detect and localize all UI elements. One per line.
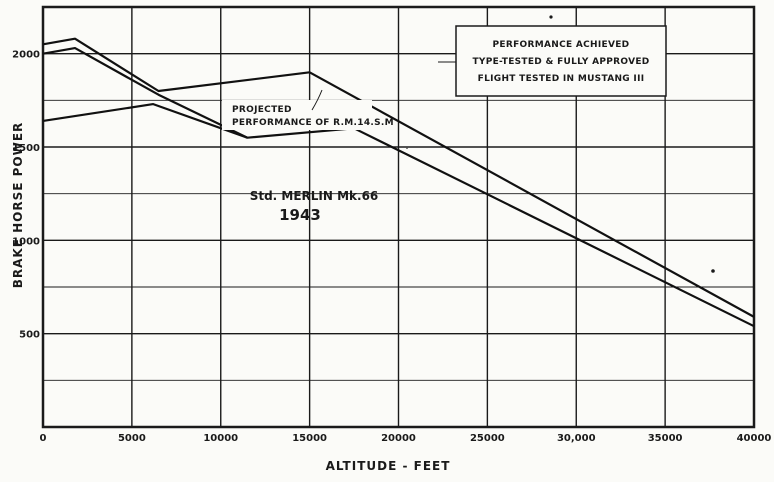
y-tick-label: 1000 bbox=[12, 236, 40, 247]
x-axis-title: ALTITUDE - FEET bbox=[326, 459, 451, 473]
legend-box-frame bbox=[455, 25, 667, 97]
merlin-annotation: Std. MERLIN Mk.66 1943 bbox=[250, 189, 379, 224]
x-tick-label: 5000 bbox=[118, 433, 146, 444]
x-tick-label: 30,000 bbox=[557, 433, 596, 444]
series-line-3 bbox=[42, 103, 248, 139]
ink-speck bbox=[549, 15, 553, 19]
x-tick-label: 15000 bbox=[292, 433, 327, 444]
tick-layer: 0 5000 10000 15000 20000 25000 30,000 35000 4000… bbox=[12, 50, 771, 444]
legend-box: PERFORMANCE ACHIEVED TYPE-TESTED & FULLY… bbox=[438, 25, 667, 97]
x-tick-label: 10000 bbox=[203, 433, 238, 444]
y-tick-label: 500 bbox=[19, 330, 40, 341]
projected-annotation: PROJECTED PERFORMANCE OF R.M.14.S.M bbox=[222, 89, 394, 130]
y-tick-label: 2000 bbox=[12, 50, 40, 61]
series-layer bbox=[42, 37, 755, 328]
series-line-2 bbox=[42, 47, 755, 328]
legend-box-line-1: PERFORMANCE ACHIEVED bbox=[493, 40, 630, 50]
x-tick-label: 35000 bbox=[648, 433, 683, 444]
x-tick-label: 40000 bbox=[737, 433, 772, 444]
merlin-label-line-1: Std. MERLIN Mk.66 bbox=[250, 189, 379, 203]
projected-label-line-1: PROJECTED bbox=[232, 105, 292, 115]
x-tick-label: 25000 bbox=[470, 433, 505, 444]
x-tick-label: 0 bbox=[40, 433, 47, 444]
merlin-label-line-2: 1943 bbox=[279, 206, 321, 224]
y-tick-label: 1500 bbox=[12, 143, 40, 154]
ink-speck bbox=[406, 147, 408, 149]
legend-box-line-3: FLIGHT TESTED IN MUSTANG III bbox=[478, 74, 645, 84]
series-line-1 bbox=[42, 37, 755, 318]
legend-box-line-2: TYPE-TESTED & FULLY APPROVED bbox=[472, 57, 649, 67]
x-tick-label: 20000 bbox=[381, 433, 416, 444]
y-axis-title: BRAKE HORSE POWER bbox=[11, 122, 25, 289]
print-specks bbox=[406, 15, 715, 273]
projected-pointer bbox=[311, 89, 323, 111]
ink-speck bbox=[711, 269, 715, 273]
projected-label-bg bbox=[222, 100, 372, 130]
projected-label-line-2: PERFORMANCE OF R.M.14.S.M bbox=[232, 118, 394, 128]
